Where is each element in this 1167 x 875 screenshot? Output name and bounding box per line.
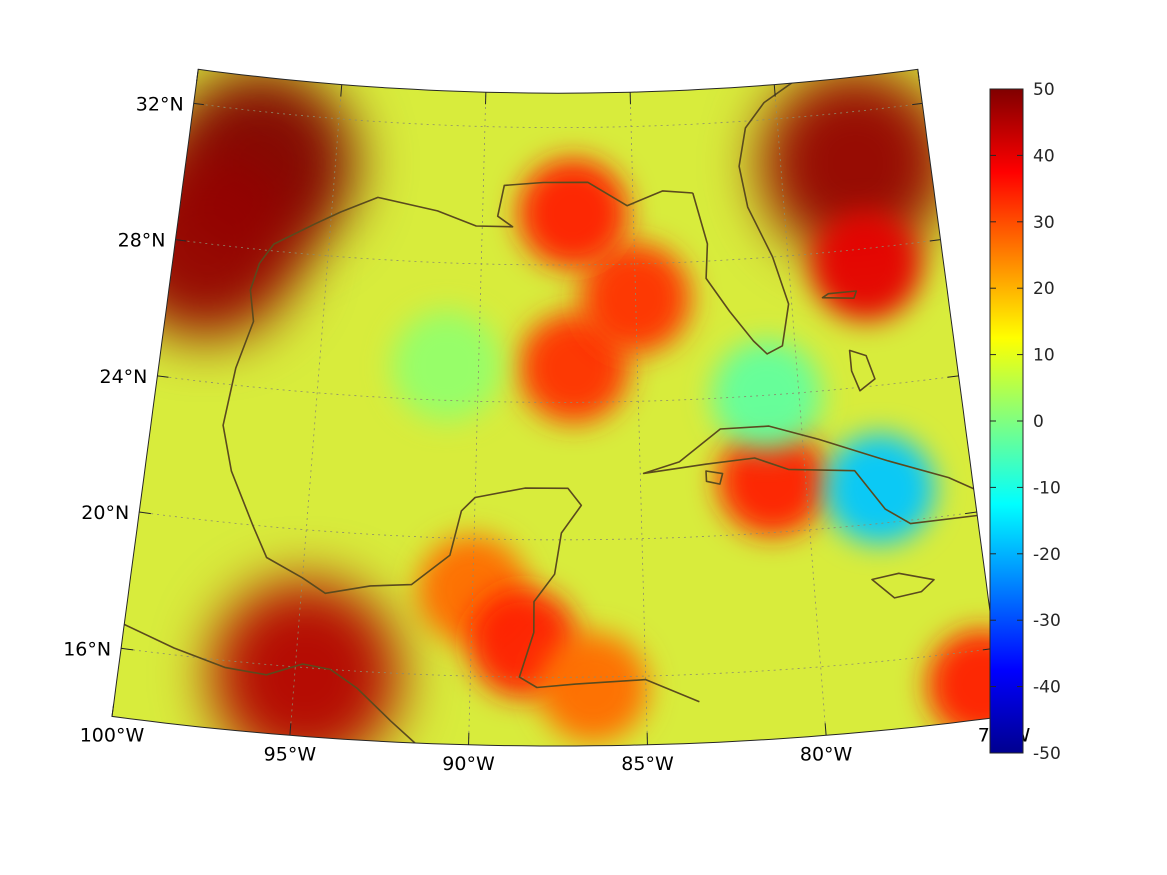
field-hotspot-florida-west — [580, 243, 691, 354]
colorbar-tick-label: 40 — [1033, 146, 1055, 166]
lon-tick-label: 90°W — [442, 753, 495, 775]
colorbar-tick-label: 30 — [1033, 213, 1055, 233]
lon-tick-top — [196, 69, 199, 82]
parallel-line — [175, 239, 941, 266]
data-field — [112, 69, 1004, 747]
meridian-line — [468, 92, 487, 745]
field-hotspot-bahamas-bank — [824, 433, 935, 544]
field-hotspot-pensacola — [518, 158, 629, 269]
parallel-line — [139, 511, 977, 541]
coast-pacific — [123, 623, 416, 744]
field-hotspot-florida-keys — [711, 340, 822, 451]
meridian-line — [773, 84, 827, 736]
lon-tick-label: 80°W — [800, 743, 853, 765]
lon-tick-bottom — [824, 723, 827, 736]
latitude-labels: 32°N 28°N 24°N 20°N 16°N — [63, 93, 183, 660]
field-hotspot-caribbean-southeast — [926, 629, 1004, 740]
field-hotspot-tehuantepec — [210, 579, 401, 747]
lon-tick-bottom — [111, 704, 115, 717]
coast-gulf-mexico — [222, 181, 700, 703]
lon-tick-top — [340, 84, 343, 97]
lat-tick-right — [965, 511, 977, 515]
lat-tick-left — [139, 511, 151, 515]
coast-florida — [692, 78, 798, 355]
lat-tick-left — [157, 375, 169, 378]
lon-tick-label: 85°W — [621, 753, 674, 775]
field-hotspot-atlantic-north — [760, 69, 951, 259]
field-hotspot-honduras-coast — [538, 632, 649, 743]
lat-tick-right — [929, 239, 941, 242]
lat-tick-left — [193, 102, 204, 106]
parallel-line — [157, 375, 959, 403]
lon-tick-label: 95°W — [264, 743, 317, 765]
lon-tick-top — [917, 69, 920, 82]
meridian-line — [629, 92, 648, 745]
coast-grand-bahama — [821, 290, 858, 299]
colorbar-tick-label: -30 — [1033, 611, 1061, 631]
colorbar-tick-label: 20 — [1033, 279, 1055, 299]
coast-isla-juventud — [705, 470, 724, 485]
field-hotspot-central-gulf — [391, 311, 502, 421]
colorbar-tick-label: 10 — [1033, 346, 1055, 366]
field-hotspot-cuba — [717, 425, 828, 536]
colorbar-tick-label: 50 — [1033, 80, 1055, 100]
lat-tick-label: 24°N — [100, 366, 148, 388]
parallel-line — [193, 102, 923, 128]
lon-tick-bottom — [289, 723, 292, 736]
lat-tick-label: 32°N — [136, 93, 184, 115]
lat-tick-label: 16°N — [63, 638, 111, 660]
colorbar-tick-label: -20 — [1033, 545, 1061, 565]
lon-tick-top — [773, 84, 776, 97]
parallel-line — [121, 647, 995, 678]
coast-andros — [848, 349, 876, 392]
lat-tick-label: 28°N — [118, 230, 166, 252]
frame-ticks — [111, 69, 1005, 745]
colorbar-tick-label: -10 — [1033, 478, 1061, 498]
lat-tick-left — [121, 647, 134, 651]
colorbar-tick-label: -50 — [1033, 744, 1061, 764]
coast-jamaica — [871, 572, 935, 599]
lat-tick-left — [175, 239, 187, 242]
colorbar: 50 40 30 20 10 0 -10 -20 -30 -40 -50 — [989, 80, 1061, 764]
lat-tick-right — [947, 375, 959, 378]
lon-tick-label: 100°W — [80, 724, 145, 746]
meridian-line — [289, 84, 343, 736]
colorbar-ticks: 50 40 30 20 10 0 -10 -20 -30 -40 -50 — [990, 80, 1061, 764]
lat-tick-label: 20°N — [81, 502, 129, 524]
map-area — [112, 69, 1004, 747]
colorbar-tick-label: 0 — [1033, 412, 1044, 432]
lat-tick-right — [912, 102, 923, 106]
field-hotspot-atlantic-mid — [811, 210, 922, 321]
colorbar-tick-label: -40 — [1033, 678, 1061, 698]
